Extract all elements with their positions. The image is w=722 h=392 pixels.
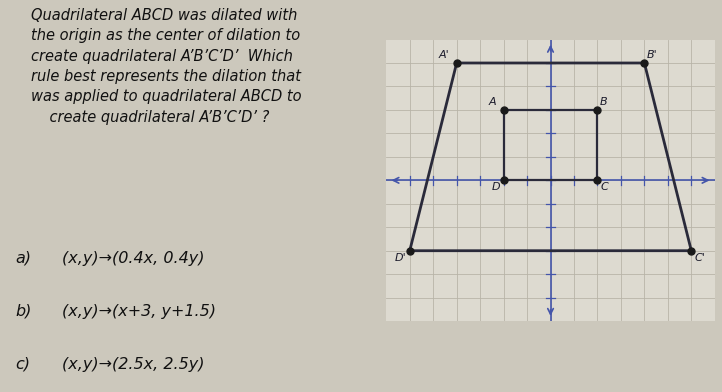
Text: D: D — [492, 182, 500, 192]
Text: b): b) — [15, 304, 32, 319]
Text: C': C' — [695, 253, 705, 263]
Text: C: C — [601, 182, 609, 192]
Text: A: A — [489, 97, 497, 107]
Text: A': A' — [439, 50, 450, 60]
Text: c): c) — [15, 357, 30, 372]
Text: (x,y)→(2.5x, 2.5y): (x,y)→(2.5x, 2.5y) — [62, 357, 204, 372]
Text: (x,y)→(0.4x, 0.4y): (x,y)→(0.4x, 0.4y) — [62, 251, 204, 266]
Text: a): a) — [15, 251, 32, 266]
Text: (x,y)→(x+3, y+1.5): (x,y)→(x+3, y+1.5) — [62, 304, 216, 319]
Text: D': D' — [395, 253, 406, 263]
Text: Quadrilateral ABCD was dilated with
the origin as the center of dilation to
crea: Quadrilateral ABCD was dilated with the … — [31, 8, 302, 125]
Text: B: B — [599, 97, 607, 107]
Text: B': B' — [646, 50, 657, 60]
